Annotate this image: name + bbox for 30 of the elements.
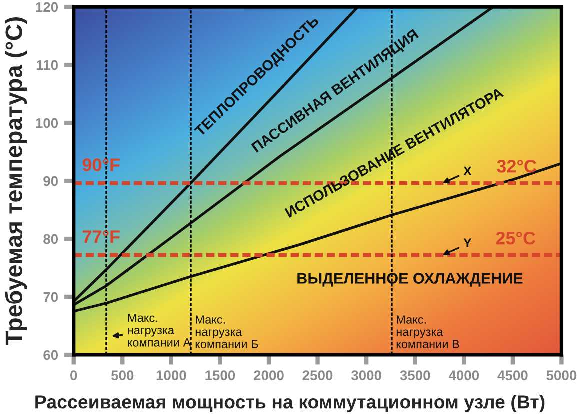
x-tick-label: 0 bbox=[70, 370, 78, 380]
annotation: Y bbox=[464, 238, 472, 248]
y-tick-label: 70 bbox=[44, 292, 58, 302]
x-tick-label: 3500 bbox=[400, 370, 430, 381]
annotation: X bbox=[464, 166, 472, 176]
y-tick-label: 80 bbox=[44, 234, 58, 244]
y-axis-title: Требуемая температура (°C) bbox=[4, 18, 28, 346]
annotation: 32°C bbox=[497, 160, 537, 173]
x-tick-label: 500 bbox=[111, 370, 134, 380]
y-tick-label: 90 bbox=[44, 176, 58, 186]
x-tick-label: 4000 bbox=[448, 370, 480, 380]
x-tick-label: 1000 bbox=[156, 370, 186, 380]
y-tick-label: 120 bbox=[36, 2, 58, 12]
x-tick-label: 3000 bbox=[351, 370, 382, 381]
y-tick-label: 100 bbox=[36, 118, 58, 128]
x-axis-title: Рассеиваемая мощность на коммутационном узле (Вт) bbox=[36, 395, 545, 412]
x-tick-label: 4500 bbox=[498, 370, 528, 380]
x-tick-label: 1500 bbox=[206, 370, 236, 380]
x-tick-label: 2500 bbox=[302, 370, 333, 380]
ref-line-label: 90°F bbox=[82, 158, 120, 172]
ref-line-label: 77°F bbox=[82, 230, 120, 244]
annotation: ВЫДЕЛЕННОЕ ОХЛАЖДЕНИЕ bbox=[298, 273, 523, 287]
y-tick-label: 110 bbox=[37, 60, 58, 70]
ref-line-label: Макс. нагрузка компании В bbox=[396, 316, 460, 349]
x-tick-label: 5000 bbox=[546, 370, 577, 380]
ref-line-label: Макс. нагрузка компании Б bbox=[196, 316, 258, 349]
annotation: 25°C bbox=[496, 232, 536, 245]
x-tick-label: 2000 bbox=[254, 370, 284, 380]
ref-line-label: Макс. нагрузка компании А bbox=[128, 314, 192, 347]
y-tick-label: 60 bbox=[44, 350, 58, 360]
